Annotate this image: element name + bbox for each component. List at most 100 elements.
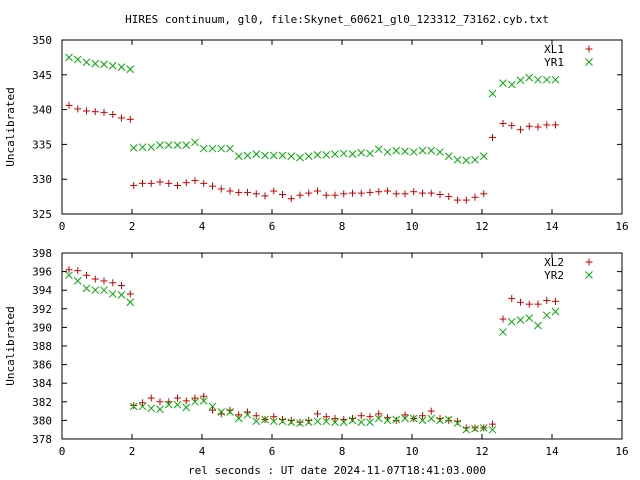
upper-x-tick-label: 4 (199, 220, 206, 233)
legend-marker-xl2 (585, 258, 593, 266)
point-yr2 (208, 402, 217, 411)
point-xl1 (65, 101, 73, 109)
point-xl1 (191, 177, 199, 185)
point-yr2 (525, 314, 534, 322)
point-xl2 (552, 297, 559, 305)
point-xl2 (489, 420, 496, 428)
point-xl1 (252, 190, 260, 198)
upper-x-tick-label: 12 (475, 220, 488, 233)
lower-y-axis-label: Uncalibrated (4, 306, 17, 385)
point-yr2 (383, 416, 392, 425)
point-yr2 (226, 408, 234, 416)
legend-marker-yr2 (585, 271, 593, 279)
point-yr2 (427, 414, 436, 423)
point-yr2 (147, 404, 156, 413)
point-yr2 (129, 402, 138, 411)
point-xl1 (279, 191, 286, 199)
upper-y-tick-label: 330 (32, 173, 52, 186)
lower-x-tick-label: 12 (475, 445, 488, 458)
point-xl1 (489, 133, 496, 141)
point-yr2 (507, 317, 516, 326)
lower-y-tick-label: 388 (32, 340, 52, 353)
lower-x-tick-label: 10 (405, 445, 418, 458)
point-xl2 (525, 300, 533, 308)
point-yr2 (73, 277, 82, 285)
point-yr2 (126, 298, 135, 307)
point-yr1 (156, 141, 164, 149)
point-yr1 (287, 152, 296, 161)
point-xl2 (314, 410, 321, 418)
lower-y-tick-label: 378 (32, 433, 52, 446)
point-xl1 (91, 108, 99, 116)
point-yr2 (462, 425, 471, 434)
point-yr2 (138, 402, 147, 411)
point-xl2 (182, 397, 190, 405)
point-yr1 (322, 150, 331, 159)
point-yr2 (542, 311, 551, 320)
lower-y-tick-label: 390 (32, 321, 52, 334)
point-yr1 (409, 148, 418, 156)
point-xl2 (508, 295, 516, 303)
point-yr1 (226, 144, 234, 153)
lower-plot: 0 2 4 6 8 10 12 14 16 378 380 382 384 386 388 390 392 394… (4, 247, 629, 458)
point-xl1 (261, 192, 269, 200)
point-yr1 (392, 146, 401, 155)
series-xl2 (65, 266, 559, 432)
point-yr1 (138, 143, 147, 152)
point-xl2 (534, 300, 542, 308)
point-yr1 (234, 152, 243, 161)
point-xl1 (305, 189, 313, 197)
lower-x-tick-label: 8 (339, 445, 346, 458)
upper-x-tick-label: 14 (545, 220, 559, 233)
lower-y-tick-label: 386 (32, 359, 52, 372)
point-yr2 (191, 397, 199, 406)
point-yr2 (499, 328, 507, 336)
point-xl1 (100, 108, 108, 116)
lower-x-tick-label: 6 (269, 445, 276, 458)
legend-marker-xl1 (585, 45, 593, 53)
upper-x-tick-label: 0 (59, 220, 66, 233)
lower-y-tick-label: 396 (32, 266, 52, 279)
point-yr1 (488, 89, 497, 98)
point-xl1 (525, 122, 533, 130)
point-xl1 (235, 188, 243, 196)
legend-label-yr2: YR2 (544, 269, 564, 282)
point-xl1 (244, 188, 251, 196)
series-xl1 (65, 101, 559, 204)
point-xl2 (419, 412, 426, 420)
point-yr1 (126, 65, 135, 74)
point-xl1 (534, 123, 542, 131)
point-xl2 (109, 279, 117, 287)
upper-y-tick-label: 350 (32, 34, 52, 47)
upper-x-tick-label: 8 (339, 220, 346, 233)
point-yr2 (551, 307, 560, 316)
point-xl2 (235, 411, 243, 419)
point-xl1 (270, 187, 278, 195)
legend-marker-yr1 (585, 58, 593, 66)
point-xl1 (217, 185, 225, 193)
point-xl2 (392, 416, 400, 424)
point-xl1 (445, 193, 453, 201)
point-xl1 (226, 187, 234, 195)
point-xl2 (252, 412, 260, 420)
point-xl1 (401, 190, 409, 198)
point-xl2 (156, 398, 164, 406)
point-xl2 (445, 416, 453, 424)
point-yr1 (191, 138, 199, 147)
point-xl2 (270, 413, 278, 421)
point-xl2 (357, 412, 365, 420)
point-xl1 (384, 187, 391, 195)
point-yr1 (108, 61, 117, 70)
point-yr1 (374, 145, 383, 154)
point-yr2 (199, 397, 208, 405)
point-yr1 (73, 55, 82, 64)
lower-x-tick-label: 4 (199, 445, 206, 458)
point-xl1 (165, 179, 173, 187)
point-yr1 (82, 58, 91, 67)
point-xl2 (517, 298, 524, 306)
point-yr1 (383, 148, 392, 156)
upper-x-tick-label: 6 (269, 220, 276, 233)
lower-x-tick-label: 0 (59, 445, 66, 458)
point-yr1 (427, 146, 436, 155)
point-yr2 (156, 405, 164, 414)
